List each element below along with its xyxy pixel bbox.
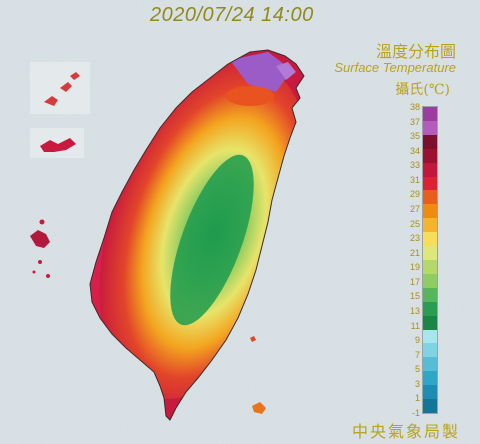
legend-label: 34 [409,145,420,156]
green-island [250,336,256,342]
legend-label: 19 [409,262,420,273]
legend-label: 17 [409,276,420,287]
legend-swatch [423,218,437,233]
legend-label: 25 [409,218,420,229]
legend-label: 9 [414,335,420,346]
footer-credit: 中央氣象局製 [351,422,460,441]
map-subtitle: Surface Temperature [334,60,456,75]
legend-label: 35 [409,131,420,142]
legend-swatch [423,315,437,330]
legend-label: 7 [414,349,420,360]
legend-swatch [423,357,437,372]
legend-swatch [423,385,437,400]
legend-swatch [423,162,437,177]
legend-swatch [423,120,437,135]
legend-label: 31 [409,174,420,185]
legend-label: 21 [409,247,420,258]
legend-swatch [423,204,437,219]
legend-swatch [423,399,437,413]
penghu-islands [30,219,50,278]
unit-label: 攝氏(℃) [395,82,450,98]
legend-swatch [423,259,437,274]
legend-swatch [423,134,437,149]
kinmen-inset [30,128,84,158]
legend-label: 15 [409,291,420,302]
legend-label: 33 [409,160,420,171]
legend-label: 23 [409,233,420,244]
legend-label: 38 [409,102,420,112]
legend-swatch [423,301,437,316]
legend-label: 13 [409,306,420,316]
map-title: 溫度分布圖 [375,42,456,61]
legend-swatch [423,148,437,163]
legend-label: 11 [410,320,420,331]
legend-label: 37 [409,116,420,127]
legend-swatch [423,343,437,358]
legend-swatch [423,273,437,288]
legend-label: 27 [409,204,420,214]
legend-swatch [423,246,437,260]
legend-swatch [423,329,437,344]
legend-swatch [423,107,437,121]
legend-label: 5 [414,364,420,375]
legend-label: 29 [409,189,420,200]
legend-label: 1 [414,393,420,404]
legend-label: 3 [414,378,420,389]
legend-swatch [423,371,437,386]
legend-color-bar [422,106,438,414]
legend-swatch [423,176,437,191]
timestamp: 2020/07/24 14:00 [150,4,314,26]
legend-label: -1 [411,408,420,418]
legend-swatch [423,287,437,302]
legend-swatch [423,232,437,247]
legend-labels: 38 37 35 34 33 31 29 27 25 23 21 19 17 15 13 11 9 7 5 3 1 -1 [398,102,420,418]
legend-swatch [423,190,437,205]
orchid-island [252,402,266,414]
